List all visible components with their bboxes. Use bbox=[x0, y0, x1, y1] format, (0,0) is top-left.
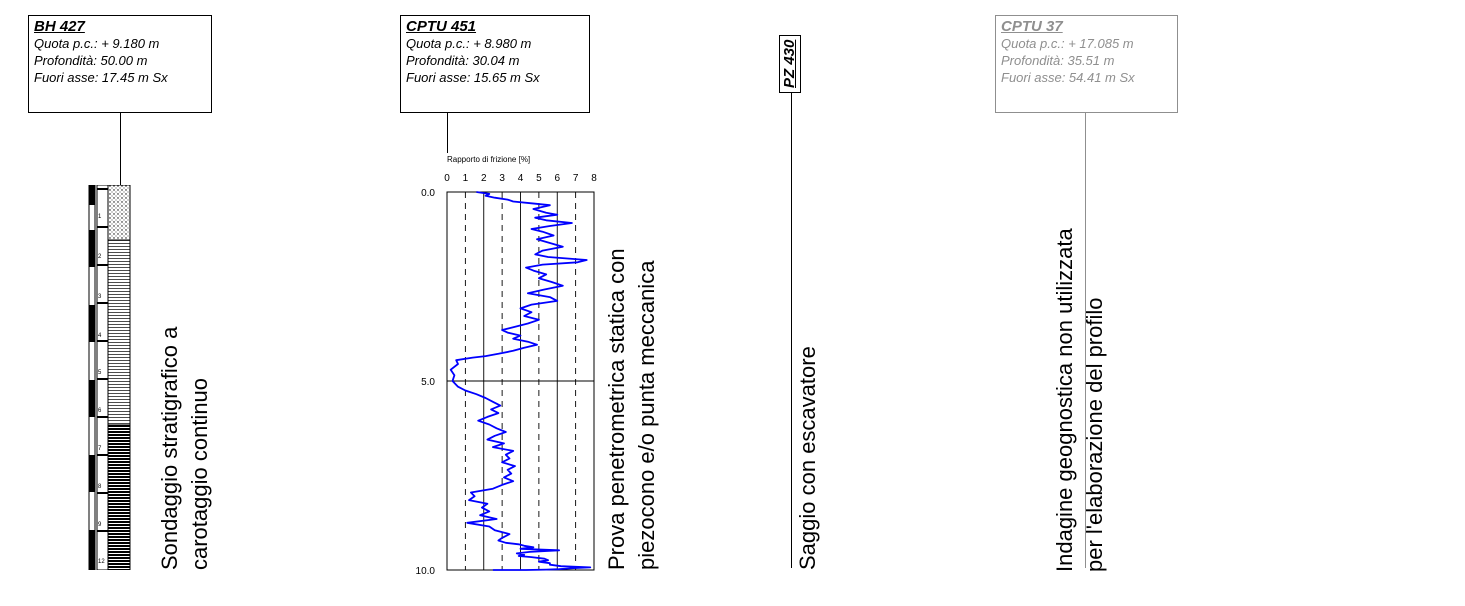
bh427-sample-5: 5 bbox=[98, 370, 102, 376]
bh427-sample-3: 3 bbox=[98, 294, 102, 300]
cptu451-caption: Prova penetrometrica statica con piezoco… bbox=[602, 248, 662, 570]
bh427-sample-2: 2 bbox=[98, 254, 102, 260]
chart-x-tick-label: 7 bbox=[573, 173, 579, 184]
chart-x-tick-label: 8 bbox=[591, 173, 597, 184]
cptu451-fuori-asse: Fuori asse: 15.65 m Sx bbox=[406, 70, 540, 85]
cptu37-profondita: Profondità: 35.51 m bbox=[1001, 53, 1115, 68]
cptu37-quota: Quota p.c.: + 17.085 m bbox=[1001, 36, 1134, 51]
bh427-lithology-column bbox=[107, 185, 131, 570]
pz430-title-box: PZ 430 bbox=[779, 34, 801, 93]
chart-y-tick-label: 5.0 bbox=[421, 377, 435, 388]
chart-x-tick-label: 4 bbox=[518, 173, 524, 184]
bh427-title: BH 427 bbox=[34, 18, 85, 35]
cptu451-caption-line1: Prova penetrometrica statica con bbox=[604, 248, 629, 570]
pz430-leader-line bbox=[791, 93, 792, 568]
chart-x-tick-label: 0 bbox=[444, 173, 450, 184]
bh427-profondita: Profondità: 50.00 m bbox=[34, 53, 148, 68]
chart-x-tick-label: 3 bbox=[499, 173, 505, 184]
chart-y-tick-label: 10.0 bbox=[416, 566, 436, 577]
cptu451-quota: Quota p.c.: + 8.980 m bbox=[406, 36, 532, 51]
bh427-caption-line2: carotaggio continuo bbox=[187, 377, 212, 570]
cptu37-fuori-asse: Fuori asse: 54.41 m Sx bbox=[1001, 70, 1135, 85]
bh427-sample-8: 8 bbox=[98, 484, 102, 490]
chart-x-tick-label: 2 bbox=[481, 173, 487, 184]
bh427-sample-1: 1 bbox=[98, 214, 102, 220]
chart-x-tick-label: 6 bbox=[554, 173, 560, 184]
pz430-title: PZ 430 bbox=[781, 39, 798, 88]
cptu451-title: CPTU 451 bbox=[406, 18, 477, 35]
cptu37-caption-line1: Indagine geognostica non utilizzata bbox=[1052, 228, 1077, 572]
cptu451-caption-line2: piezocono e/o punta meccanica bbox=[634, 260, 659, 570]
bh427-sample-4: 4 bbox=[98, 333, 102, 339]
bh427-sample-6: 6 bbox=[98, 408, 102, 414]
bh427-depth-scale bbox=[88, 185, 96, 570]
cptu451-friction-ratio-chart: Rapporto di frizione [%] 0 1 2 3 4 5 6 7 8 0.0 5.… bbox=[416, 155, 598, 577]
bh427-leader-line bbox=[120, 113, 121, 188]
pz430-caption-text: Saggio con escavatore bbox=[795, 346, 820, 570]
cptu37-title: CPTU 37 bbox=[1001, 18, 1063, 35]
pz430-caption: Saggio con escavatore bbox=[793, 346, 823, 570]
bh427-sample-7: 7 bbox=[98, 446, 102, 452]
bh427-fuori-asse: Fuori asse: 17.45 m Sx bbox=[34, 70, 168, 85]
bh427-caption: Sondaggio stratigrafico a carotaggio con… bbox=[155, 327, 215, 570]
bh427-borehole-log: 1 2 3 4 5 6 7 8 9 12 bbox=[88, 185, 131, 570]
cptu37-caption-line2: per l'elaborazione del profilo bbox=[1082, 297, 1107, 572]
chart-y-tick-label: 0.0 bbox=[421, 188, 435, 199]
bh427-sample-9: 9 bbox=[98, 522, 102, 528]
chart-x-tick-label: 5 bbox=[536, 173, 542, 184]
bh427-info-box: BH 427 Quota p.c.: + 9.180 m Profondità:… bbox=[28, 15, 212, 113]
bh427-quota: Quota p.c.: + 9.180 m bbox=[34, 36, 160, 51]
bh427-sample-12: 12 bbox=[98, 559, 105, 565]
cptu451-profondita: Profondità: 30.04 m bbox=[406, 53, 520, 68]
chart-title: Rapporto di frizione [%] bbox=[447, 155, 530, 164]
cptu37-leader-line bbox=[1085, 113, 1086, 568]
cptu451-info-box: CPTU 451 Quota p.c.: + 8.980 m Profondit… bbox=[400, 15, 590, 113]
bh427-sample-column bbox=[96, 185, 109, 570]
cptu37-info-box: CPTU 37 Quota p.c.: + 17.085 m Profondit… bbox=[995, 15, 1178, 113]
chart-x-tick-label: 1 bbox=[463, 173, 469, 184]
cptu451-leader-line bbox=[447, 113, 448, 153]
cptu37-caption: Indagine geognostica non utilizzata per … bbox=[1050, 228, 1110, 572]
bh427-caption-line1: Sondaggio stratigrafico a bbox=[157, 326, 182, 570]
chart-series-line bbox=[449, 191, 592, 571]
